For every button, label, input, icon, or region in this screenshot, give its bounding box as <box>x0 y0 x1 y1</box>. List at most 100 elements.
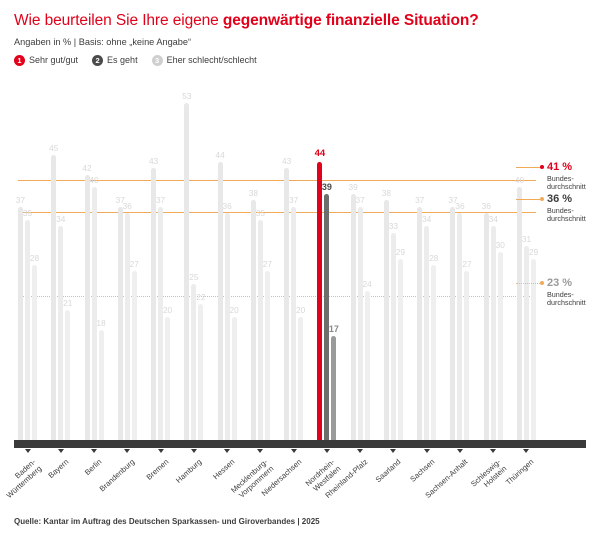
bar-group: 39 37 24 <box>349 84 372 446</box>
annotation-head: 41 % <box>540 161 600 173</box>
legend-marker-icon: 2 <box>92 54 104 66</box>
bar: 37 <box>116 195 125 446</box>
bar-group: 42 40 18 <box>82 84 106 446</box>
bar: 37 <box>289 195 298 446</box>
bar-group: 38 35 27 <box>249 84 272 446</box>
axis-label-line1: Saarland <box>374 457 403 485</box>
bar-group: 43 37 20 <box>148 84 172 446</box>
bar-group: 40 31 29 <box>515 84 538 446</box>
bar: 20 <box>229 305 239 446</box>
bar-value-label: 43 <box>148 156 159 167</box>
bar-value-label: 44 <box>314 147 326 159</box>
bar-value-label: 39 <box>321 181 332 192</box>
x-axis-labels: Baden- Württemberg Bayern Berlin Brandenburg… <box>4 456 536 512</box>
axis-tick <box>224 449 231 453</box>
axis-label-12: Sachsen <box>408 457 437 484</box>
axis-tick <box>290 449 297 453</box>
bar: 37 <box>448 195 458 446</box>
page-title: Wie beurteilen Sie Ihre eigene gegenwärt… <box>14 12 586 30</box>
annotation-caption-line2: durchschnitt <box>547 298 586 308</box>
annotation-caption-line2: durchschnitt <box>547 214 586 224</box>
bar: 31 <box>522 234 531 446</box>
bar: 27 <box>462 259 472 446</box>
bar-value-label: 21 <box>63 298 73 309</box>
axis-tick <box>390 449 397 453</box>
bar-value-label: 37 <box>289 194 299 205</box>
bar-value-label: 34 <box>422 214 432 225</box>
annotation-caption-line1: Bundes- <box>547 173 574 183</box>
bar: 36 <box>455 201 465 446</box>
bar-group: 36 34 30 <box>482 84 505 446</box>
bar: 37 <box>156 195 165 446</box>
bar: 36 <box>123 201 132 446</box>
bar-value-label: 37 <box>448 194 458 205</box>
legend-marker-icon: 1 <box>14 54 25 66</box>
bar-value-label: 45 <box>49 143 59 154</box>
bar: 30 <box>496 240 505 446</box>
legend-item-3: 3 Eher schlecht/schlecht <box>151 54 257 66</box>
annotation-head: 23 % <box>540 277 600 289</box>
axis-tick <box>157 449 164 453</box>
plot-wrapper: 37 35 28 45 34 21 42 40 18 37 36 27 43 37 20 53 25 22 44 36… <box>0 84 600 456</box>
bar-value-label: 36 <box>222 201 232 212</box>
bar: 38 <box>382 188 391 446</box>
bar: 34 <box>489 214 498 446</box>
annotation-caption: Bundes-durchschnitt <box>547 291 600 307</box>
bar: 53 <box>182 91 191 446</box>
bar-value-label: 27 <box>129 259 139 270</box>
bar: 37 <box>16 195 25 446</box>
axis-label-4: Bremen <box>144 457 171 482</box>
bar-group: 38 33 29 <box>382 84 405 446</box>
legend-label: Es geht <box>107 55 138 66</box>
legend-item-1: 1 Sehr gut/gut <box>14 54 78 66</box>
axis-tick <box>523 449 530 453</box>
bar-value-label: 53 <box>182 91 192 102</box>
bar: 36 <box>482 201 491 446</box>
average-annotation-23: 23 % Bundes-durchschnitt <box>516 277 600 307</box>
axis-tick <box>91 449 98 453</box>
axis-label-15: Thüringen <box>504 457 536 487</box>
bar: 20 <box>296 305 305 446</box>
bar: 39 <box>349 182 358 446</box>
annotation-head: 36 % <box>540 193 600 205</box>
axis-tick <box>490 449 497 453</box>
bar-value-label: 37 <box>15 194 26 205</box>
bar-value-label: 24 <box>362 278 372 289</box>
bar: 44 <box>315 148 325 446</box>
axis-label-1: Bayern <box>46 457 71 481</box>
bar-value-label: 35 <box>22 207 33 218</box>
bar: 43 <box>282 156 291 446</box>
average-annotation-36: 36 % Bundes-durchschnitt <box>516 193 600 224</box>
bar-value-label: 34 <box>488 214 498 225</box>
bar: 36 <box>222 201 232 446</box>
bar: 35 <box>256 208 265 446</box>
x-axis-bar <box>14 440 586 448</box>
bar-group: 44 39 17 <box>315 84 339 446</box>
chart-subtitle: Angaben in % | Basis: ohne „keine Angabe… <box>14 36 192 47</box>
axis-label-0: Baden- Württemberg <box>0 457 43 500</box>
annotation-value: 36 % <box>547 193 573 206</box>
bar-value-label: 36 <box>122 201 132 212</box>
source-note: Quelle: Kantar im Auftrag des Deutschen … <box>14 517 320 526</box>
axis-tick <box>57 449 64 453</box>
axis-tick <box>190 449 197 453</box>
bar-value-label: 37 <box>355 194 365 205</box>
axis-label-3: Brandenburg <box>98 457 137 494</box>
annotation-value: 41 % <box>547 160 573 173</box>
reference-line-41 <box>18 179 536 181</box>
annotation-connector <box>516 283 540 285</box>
bar-group: 44 36 20 <box>215 84 239 446</box>
axis-label-11: Saarland <box>374 457 403 485</box>
bar: 20 <box>163 305 172 446</box>
average-annotations: 41 % Bundes-durchschnitt 36 % Bundes-durchs… <box>516 84 600 456</box>
axis-tick <box>323 449 330 453</box>
axis-label-6: Hessen <box>211 457 237 482</box>
bar-value-label: 33 <box>388 220 399 231</box>
bar: 27 <box>263 259 272 446</box>
bar-value-label: 36 <box>455 201 465 212</box>
bar: 44 <box>215 150 225 446</box>
annotation-connector <box>516 199 540 201</box>
bar: 33 <box>389 221 398 446</box>
bar: 27 <box>130 259 139 446</box>
axis-label-line1: Hamburg <box>173 457 204 485</box>
